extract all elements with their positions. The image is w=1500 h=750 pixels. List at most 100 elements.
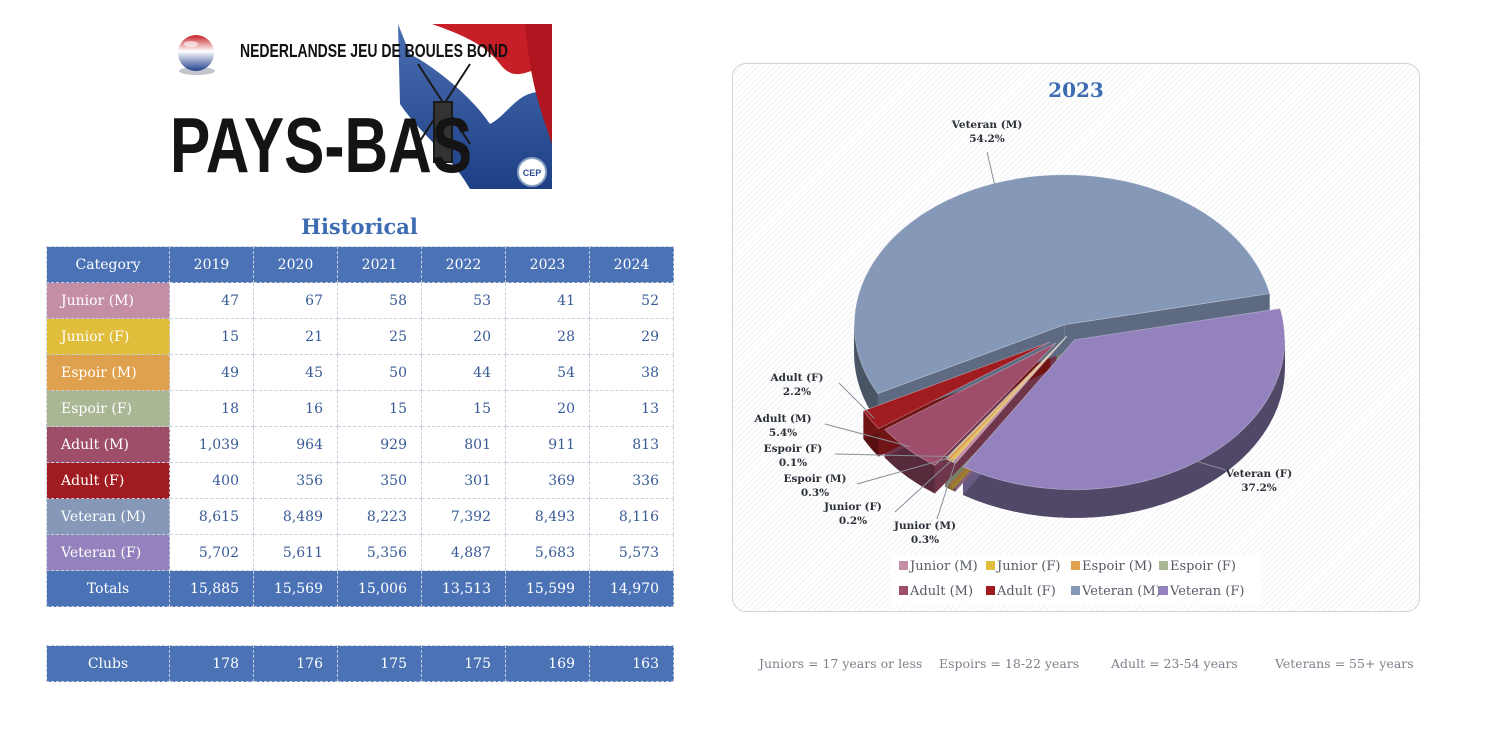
legend-label: Junior (F): [997, 559, 1061, 574]
legend-item: Adult (F): [986, 584, 1056, 599]
value-cell: 5,702: [169, 534, 254, 571]
header-category: Category: [46, 246, 170, 283]
leader-line: [824, 423, 911, 448]
legend-item: Veteran (F): [1159, 584, 1244, 599]
leader-line: [894, 458, 954, 513]
value-cell: 20: [505, 390, 590, 427]
value-cell: 350: [337, 462, 422, 499]
value-cell: 50: [337, 354, 422, 391]
header-year: 2019: [169, 246, 254, 283]
legend-label: Adult (F): [997, 584, 1056, 599]
category-cell: Adult (M): [46, 426, 170, 463]
category-cell: Espoir (F): [46, 390, 170, 427]
country-name: PAYS-BAS: [170, 101, 472, 189]
data-label-category: Adult (F): [769, 372, 823, 384]
value-cell: 16: [253, 390, 338, 427]
category-cell: Espoir (M): [46, 354, 170, 391]
value-cell: 53: [421, 282, 506, 319]
pie-slices: [853, 174, 1286, 518]
legend-swatch: [1071, 586, 1080, 595]
pie-slice: [945, 336, 1068, 462]
table-row: Veteran (M) 8,615 8,489 8,223 7,392 8,493 8,11…: [46, 498, 674, 535]
value-cell: 38: [589, 354, 674, 391]
value-cell: 28: [505, 318, 590, 355]
clubs-cell: 169: [505, 645, 590, 682]
header-year: 2024: [589, 246, 674, 283]
table-row: Junior (F) 15 21 25 20 28 29: [46, 318, 674, 355]
value-cell: 29: [589, 318, 674, 355]
value-cell: 400: [169, 462, 254, 499]
value-cell: 813: [589, 426, 674, 463]
value-cell: 44: [421, 354, 506, 391]
table-header-row: Category 2019 2020 2021 2022 2023 2024: [46, 246, 674, 283]
netherlands-ball-icon: [178, 35, 215, 75]
legend-swatch: [899, 561, 908, 570]
legend-swatch: [986, 561, 995, 570]
data-label-category: Adult (M): [753, 413, 811, 425]
svg-text:CEP: CEP: [523, 168, 542, 178]
value-cell: 5,573: [589, 534, 674, 571]
legend-item: Veteran (M): [1071, 584, 1161, 599]
category-cell: Adult (F): [46, 462, 170, 499]
value-cell: 15: [337, 390, 422, 427]
leader-line: [986, 151, 996, 187]
value-cell: 8,615: [169, 498, 254, 535]
value-cell: 58: [337, 282, 422, 319]
header-year: 2023: [505, 246, 590, 283]
data-label-category: Espoir (M): [784, 473, 847, 485]
federation-name: NEDERLANDSE JEU DE BOULES BOND: [240, 40, 508, 61]
table-row: Veteran (F) 5,702 5,611 5,356 4,887 5,683 5,57…: [46, 534, 674, 571]
value-cell: 21: [253, 318, 338, 355]
clubs-cell: 175: [337, 645, 422, 682]
value-cell: 301: [421, 462, 506, 499]
value-cell: 20: [421, 318, 506, 355]
value-cell: 8,493: [505, 498, 590, 535]
value-cell: 67: [253, 282, 338, 319]
total-cell: 13,513: [421, 570, 506, 607]
value-cell: 336: [589, 462, 674, 499]
data-label-percent: 0.3%: [801, 487, 829, 499]
legend-label: Espoir (M): [1082, 559, 1153, 574]
header-year: 2020: [253, 246, 338, 283]
leader-line: [856, 457, 951, 485]
historical-table: Category 2019 2020 2021 2022 2023 2024 J…: [46, 246, 674, 607]
legend-label: Adult (M): [910, 584, 974, 599]
value-cell: 25: [337, 318, 422, 355]
value-cell: 47: [169, 282, 254, 319]
value-cell: 54: [505, 354, 590, 391]
data-label-category: Junior (M): [893, 520, 956, 532]
value-cell: 49: [169, 354, 254, 391]
historical-title: Historical: [301, 214, 418, 239]
table-row: Espoir (M) 49 45 50 44 54 38: [46, 354, 674, 391]
legend-label: Espoir (F): [1170, 559, 1236, 574]
value-cell: 964: [253, 426, 338, 463]
leader-line: [1192, 459, 1230, 472]
data-label-percent: 5.4%: [769, 427, 797, 439]
legend-swatch: [1071, 561, 1080, 570]
legend-swatch: [899, 586, 908, 595]
legend-label: Junior (M): [910, 559, 978, 574]
value-cell: 4,887: [421, 534, 506, 571]
value-cell: 5,611: [253, 534, 338, 571]
clubs-cell: 163: [589, 645, 674, 682]
value-cell: 41: [505, 282, 590, 319]
total-cell: 15,006: [337, 570, 422, 607]
value-cell: 13: [589, 390, 674, 427]
value-cell: 929: [337, 426, 422, 463]
table-row: Adult (M) 1,039 964 929 801 911 813: [46, 426, 674, 463]
pie-chart-card: Veteran (F) 37.2% Junior (M) 0.3% Junior (F)…: [732, 63, 1420, 612]
federation-logo-banner: NEDERLANDSE JEU DE BOULES BOND PAYS-BAS …: [170, 24, 552, 189]
data-label-percent: 0.2%: [839, 515, 867, 527]
data-label-percent: 37.2%: [1241, 482, 1277, 494]
value-cell: 369: [505, 462, 590, 499]
data-labels: Veteran (F) 37.2% Junior (M) 0.3% Junior (F)…: [753, 119, 1292, 546]
clubs-cell: 176: [253, 645, 338, 682]
total-cell: 15,569: [253, 570, 338, 607]
legend-item: Espoir (F): [1159, 559, 1236, 574]
category-cell: Junior (F): [46, 318, 170, 355]
clubs-cell: 178: [169, 645, 254, 682]
category-cell: Veteran (M): [46, 498, 170, 535]
value-cell: 18: [169, 390, 254, 427]
data-label-category: Veteran (F): [1225, 468, 1292, 480]
data-label-percent: 0.3%: [911, 534, 939, 546]
